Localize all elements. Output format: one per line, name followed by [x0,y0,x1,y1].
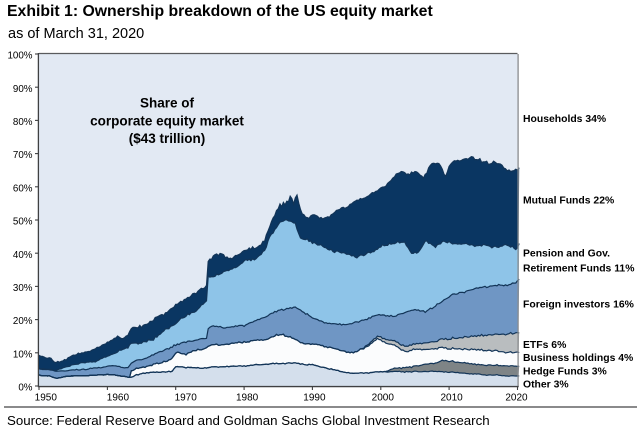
svg-text:50%: 50% [13,217,33,228]
svg-text:30%: 30% [13,283,33,294]
svg-text:($43 trillion): ($43 trillion) [129,131,206,146]
svg-text:100%: 100% [7,51,32,62]
svg-text:90%: 90% [13,84,33,95]
svg-text:1990: 1990 [303,393,326,404]
svg-text:Foreign investors 16%: Foreign investors 16% [523,300,634,311]
svg-text:Pension and Gov.: Pension and Gov. [523,249,610,260]
svg-text:2010: 2010 [440,393,463,404]
svg-text:ETFs 6%: ETFs 6% [523,340,566,351]
svg-text:1980: 1980 [236,393,259,404]
svg-text:Other 3%: Other 3% [523,379,569,390]
svg-text:10%: 10% [13,349,33,360]
svg-text:corporate equity market: corporate equity market [90,113,244,128]
svg-text:Retirement Funds 11%: Retirement Funds 11% [523,264,634,275]
svg-text:Exhibit 1: Ownership breakdown: Exhibit 1: Ownership breakdown of the US… [7,3,433,20]
svg-text:Business holdings 4%: Business holdings 4% [523,353,633,364]
svg-text:Source: Federal Reserve Board: Source: Federal Reserve Board and Goldma… [7,413,490,428]
svg-text:2000: 2000 [372,393,395,404]
svg-text:as of March 31, 2020: as of March 31, 2020 [8,26,144,42]
svg-text:70%: 70% [13,150,33,161]
svg-text:1970: 1970 [175,393,198,404]
svg-text:20%: 20% [13,316,33,327]
svg-text:80%: 80% [13,117,33,128]
svg-text:Share of: Share of [140,96,195,111]
svg-text:2020: 2020 [505,393,528,404]
svg-text:Hedge Funds 3%: Hedge Funds 3% [523,367,607,378]
svg-text:Mutual Funds 22%: Mutual Funds 22% [523,196,614,207]
svg-text:60%: 60% [13,183,33,194]
svg-text:0%: 0% [18,383,32,394]
svg-text:Households 34%: Households 34% [523,114,606,125]
svg-text:40%: 40% [13,250,33,261]
svg-text:1960: 1960 [107,393,130,404]
svg-text:1950: 1950 [35,393,58,404]
